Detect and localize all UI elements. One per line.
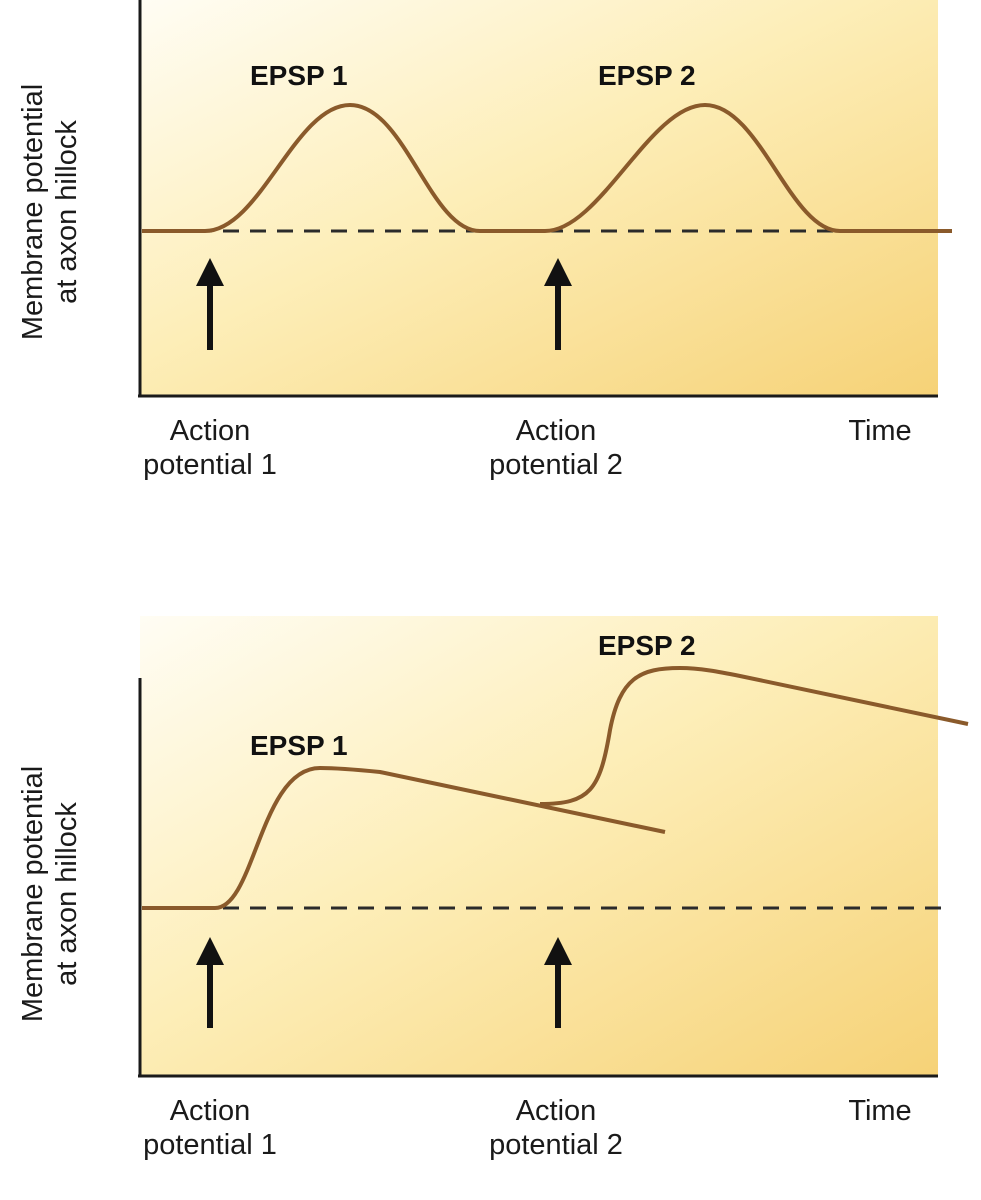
stimulus-1-line-1: Action xyxy=(169,415,251,447)
stimulus-2-line-1: Action xyxy=(515,1095,597,1127)
stimulus-2-line-1: Action xyxy=(515,415,597,447)
epsp-2-summated-curve xyxy=(539,666,969,806)
stimulus-2-line-2: potential 2 xyxy=(489,1129,623,1161)
stimulus-2-line-2: potential 2 xyxy=(489,449,623,481)
stimulus-label-2: Action potential 2 xyxy=(466,1094,646,1162)
stimulus-label-2: Action potential 2 xyxy=(466,414,646,482)
time-axis-label: Time xyxy=(848,415,912,447)
up-arrow-icon xyxy=(544,258,572,350)
up-arrow-icon xyxy=(544,937,572,1028)
up-arrow-icon xyxy=(196,937,224,1028)
time-axis-label: Time xyxy=(848,1095,912,1127)
stimulus-1-line-2: potential 1 xyxy=(143,1129,277,1161)
epsp-1-label: EPSP 1 xyxy=(250,60,348,91)
y-axis-label: Membrane potential at axon hillock xyxy=(16,82,84,342)
stimulus-1-line-1: Action xyxy=(169,1095,251,1127)
plot-background xyxy=(140,0,938,395)
stimulus-label-1: Action potential 1 xyxy=(120,1094,300,1162)
stimulus-1-line-2: potential 1 xyxy=(143,449,277,481)
y-axis-label-line-1: Membrane potential xyxy=(17,83,49,341)
epsp-2-label: EPSP 2 xyxy=(598,60,696,91)
y-axis-label-line-2: at axon hillock xyxy=(51,802,83,986)
epsp-1-curve xyxy=(142,766,666,910)
diagram-panel-summating-epsps: EPSP 1 EPSP 2 Membrane potential at axon… xyxy=(0,600,981,1200)
up-arrow-icon xyxy=(196,258,224,350)
y-axis-label-line-1: Membrane potential xyxy=(17,765,49,1023)
plot-background xyxy=(140,616,938,1075)
epsp-1-label: EPSP 1 xyxy=(250,730,348,761)
epsp-curve xyxy=(142,103,952,233)
panel-graphic-top xyxy=(138,0,952,398)
epsp-2-label: EPSP 2 xyxy=(598,630,696,661)
y-axis-label: Membrane potential at axon hillock xyxy=(16,764,84,1024)
panel-graphic-bottom xyxy=(138,616,969,1078)
y-axis-label-line-2: at axon hillock xyxy=(51,120,83,304)
diagram-panel-separate-epsps: EPSP 1 EPSP 2 Membrane potential at axon… xyxy=(0,0,981,520)
stimulus-label-1: Action potential 1 xyxy=(120,414,300,482)
